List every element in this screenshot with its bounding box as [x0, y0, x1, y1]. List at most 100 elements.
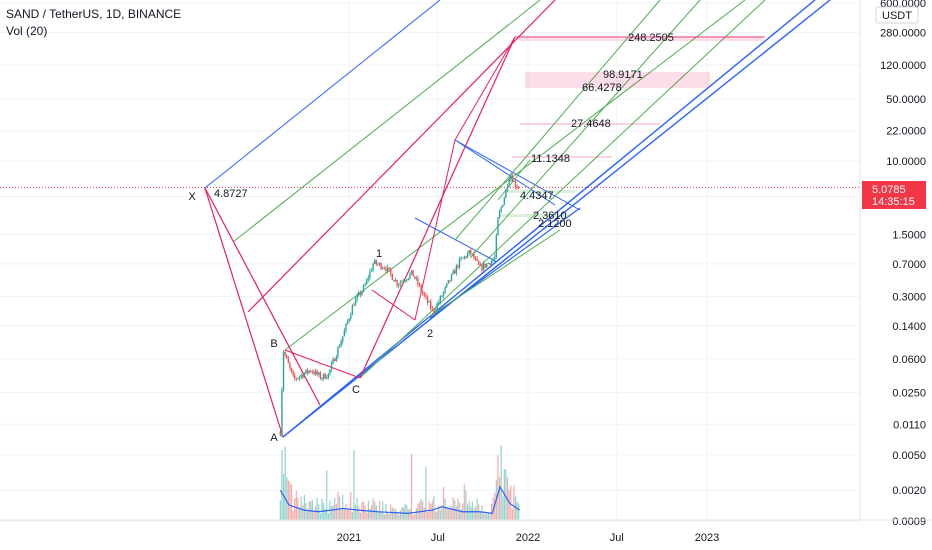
candle-body	[292, 371, 294, 376]
fork-line	[359, 0, 766, 379]
candle-body	[458, 258, 461, 268]
volume-bar	[372, 498, 374, 520]
candle-body	[470, 250, 472, 254]
candle-body	[479, 265, 482, 266]
candle-body	[390, 269, 392, 274]
fork-line	[284, 0, 746, 351]
volume-bar	[377, 512, 379, 520]
time-tick-label: Jul	[431, 532, 445, 544]
time-tick-label: 2023	[695, 532, 719, 544]
price-tick-label: 120.0000	[880, 60, 926, 72]
candle-body	[415, 278, 418, 279]
volume-bar	[484, 511, 486, 520]
fork-line	[284, 349, 361, 379]
fork-line	[454, 36, 516, 141]
candle-body	[518, 187, 520, 189]
candle-body	[356, 295, 358, 300]
volume-bar	[420, 498, 422, 520]
volume-bar	[516, 501, 518, 520]
volume-indicator-label[interactable]: Vol (20)	[6, 24, 47, 38]
fib-level-label: 4.4347	[520, 190, 554, 202]
volume-bar	[415, 508, 417, 520]
candle-body	[281, 389, 283, 436]
volume-bar	[353, 449, 355, 520]
volume-bar	[505, 469, 507, 520]
volume-bar	[518, 503, 520, 520]
volume-bar	[406, 504, 408, 520]
volume-bar	[497, 455, 499, 520]
candle-body	[430, 301, 432, 309]
price-tick-label: 1.5000	[892, 229, 926, 241]
wave-label: 2	[427, 328, 433, 340]
candle-body	[318, 372, 320, 375]
volume-bar	[398, 514, 400, 520]
volume-bar	[316, 498, 318, 520]
candle-body	[474, 258, 477, 260]
fork-line	[429, 229, 561, 317]
volume-bar	[470, 506, 472, 520]
last-price: 5.0785	[872, 184, 906, 196]
candle-body	[284, 352, 286, 356]
candle-body	[495, 235, 498, 257]
currency-label: USDT	[882, 10, 912, 22]
candle-body	[444, 287, 446, 292]
candle-body	[455, 265, 458, 274]
time-axis[interactable]: 2021 Jul 2022 Jul 2023	[337, 532, 719, 544]
candle-body	[503, 197, 506, 205]
level-zone	[500, 214, 570, 217]
candle-body	[337, 347, 339, 357]
symbol-title[interactable]: SAND / TetherUS, 1D, BINANCE	[6, 7, 181, 21]
candle-body	[471, 253, 474, 255]
candle-body	[462, 257, 464, 259]
volume-bar	[423, 507, 425, 520]
candle-body	[439, 296, 442, 303]
candle-body	[305, 369, 307, 374]
fork-line	[282, 0, 816, 438]
candle-body	[321, 378, 323, 380]
currency-badge[interactable]	[875, 6, 919, 24]
candle-body	[298, 376, 301, 379]
volume-bar	[345, 503, 347, 520]
candle-body	[330, 363, 333, 370]
candle-body	[385, 268, 387, 272]
fork-line	[497, 159, 531, 201]
candle-body	[335, 356, 338, 362]
level-zone	[525, 72, 710, 88]
volume-bar	[447, 508, 449, 520]
volume-bar	[343, 508, 345, 520]
candle-body	[348, 318, 350, 322]
candle-body	[460, 258, 462, 259]
candle-body	[463, 256, 466, 258]
candle-body	[513, 181, 515, 183]
volume-bar	[335, 503, 337, 520]
wave-label: B	[270, 338, 277, 350]
candle-body	[446, 283, 448, 288]
volume-bar	[337, 492, 339, 520]
candle-body	[508, 179, 510, 187]
volume-bar	[396, 511, 398, 520]
volume-bar	[286, 476, 288, 520]
candle-body	[398, 284, 400, 286]
volume-bar	[510, 485, 512, 520]
wave-label: 1	[376, 248, 382, 260]
candle-body	[322, 373, 325, 379]
price-axis[interactable]: 600.0000 280.0000 120.0000 50.0000 22.0000 10…	[880, 0, 926, 528]
candle-body	[350, 314, 352, 319]
volume-bar	[444, 498, 446, 520]
price-tick-label: 280.0000	[880, 27, 926, 39]
candle-body	[375, 260, 378, 265]
candle-body	[422, 291, 424, 294]
candle-body	[394, 280, 397, 282]
candle-body	[487, 263, 490, 264]
candle-body	[502, 204, 504, 208]
candle-body	[484, 263, 486, 268]
volume-bar	[476, 498, 478, 520]
candle-body	[343, 330, 346, 337]
volume-bar	[414, 514, 416, 520]
volume-bar	[393, 507, 395, 520]
candle-body	[338, 346, 341, 348]
volume-bar	[281, 450, 283, 520]
candle-body	[290, 367, 293, 372]
